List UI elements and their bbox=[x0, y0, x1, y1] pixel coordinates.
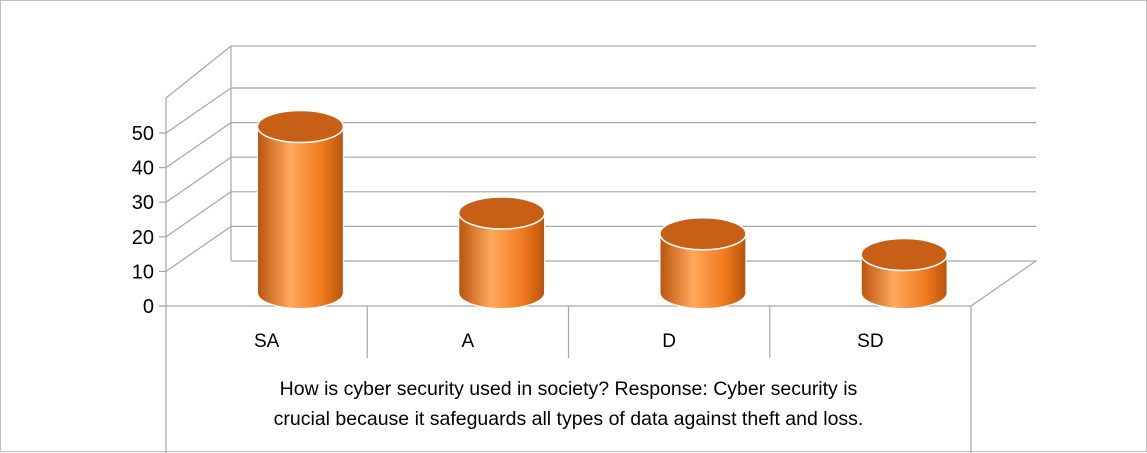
bar-body bbox=[256, 126, 345, 310]
bar-SD bbox=[860, 237, 948, 310]
y-tick-label: 50 bbox=[132, 123, 154, 145]
bar-top bbox=[256, 109, 345, 144]
gridline-side bbox=[165, 156, 232, 203]
bar-A bbox=[457, 196, 546, 310]
y-tick-label: 40 bbox=[132, 158, 154, 180]
x-tick-label-SD: SD bbox=[857, 331, 883, 352]
gridline-side bbox=[165, 122, 232, 169]
y-tick-label: 10 bbox=[132, 261, 154, 283]
x-axis: SA A D SD bbox=[159, 305, 972, 453]
bar-SA bbox=[256, 109, 345, 310]
y-tick-label: 20 bbox=[132, 227, 154, 249]
x-tick-label-D: D bbox=[662, 331, 676, 352]
x-axis-caption: How is cyber security used in society? R… bbox=[274, 378, 864, 430]
gridline-side bbox=[165, 191, 232, 238]
y-tick-label: 0 bbox=[143, 296, 154, 318]
bar-D bbox=[659, 217, 747, 310]
x-tick-label-A: A bbox=[462, 331, 475, 352]
gridline-side bbox=[165, 87, 232, 134]
bar-top bbox=[860, 237, 948, 272]
bars bbox=[256, 109, 948, 310]
gridlines bbox=[165, 87, 1036, 272]
gridline-side bbox=[165, 225, 232, 272]
bar-top bbox=[457, 196, 546, 230]
left-wall-top-edge bbox=[165, 45, 232, 99]
x-axis-caption-line: crucial because it safeguards all types … bbox=[274, 408, 864, 430]
y-tick-label: 30 bbox=[132, 192, 154, 214]
bar-top bbox=[659, 217, 747, 251]
x-tick-label-SA: SA bbox=[254, 331, 280, 352]
y-axis-tick-labels: 0 10 20 30 40 50 bbox=[132, 123, 166, 318]
x-axis-caption-line: How is cyber security used in society? R… bbox=[280, 378, 858, 400]
